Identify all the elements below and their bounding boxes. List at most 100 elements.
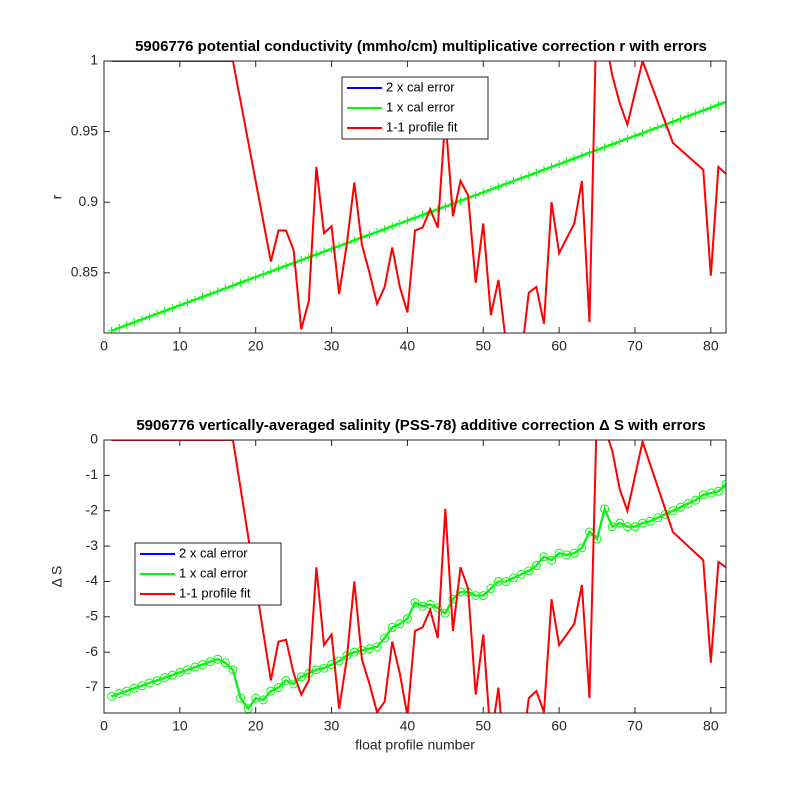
x-tick-label: 20 (248, 338, 264, 354)
marker (319, 247, 328, 256)
x-axis-label: float profile number (355, 737, 475, 753)
marker (274, 264, 283, 273)
x-tick-label: 30 (324, 338, 340, 354)
marker (122, 686, 132, 696)
marker (699, 106, 708, 115)
marker (335, 242, 344, 251)
axes-box (103, 439, 727, 714)
y-tick-label: -6 (86, 643, 99, 659)
marker (653, 513, 663, 523)
marker (191, 295, 200, 304)
marker (182, 665, 192, 675)
marker (115, 323, 124, 332)
marker (380, 633, 390, 643)
y-axis-label: r (49, 194, 65, 199)
legend-label: 1 x cal error (386, 99, 455, 114)
y-axis-label: Δ S (49, 566, 65, 588)
marker (251, 273, 260, 282)
marker (691, 495, 701, 505)
marker (531, 561, 541, 571)
series-line (111, 101, 726, 332)
y-tick-label: 0 (90, 431, 98, 447)
marker (395, 619, 405, 629)
series-line (111, 440, 726, 713)
marker (440, 608, 450, 618)
marker (517, 174, 526, 183)
marker (220, 658, 230, 668)
x-tick-label: 50 (475, 338, 491, 354)
marker (630, 131, 639, 140)
marker (403, 216, 412, 225)
legend-label: 1-1 profile fit (386, 119, 458, 134)
y-tick-label: 0.95 (71, 122, 98, 138)
marker (539, 552, 549, 562)
marker (380, 225, 389, 234)
marker (387, 622, 397, 632)
x-tick-label: 60 (551, 338, 567, 354)
marker (577, 151, 586, 160)
marker (494, 182, 503, 191)
marker (236, 693, 246, 703)
marker (418, 210, 427, 219)
legend-label: 2 x cal error (179, 545, 248, 560)
chart-title: 5906776 vertically-averaged salinity (PS… (136, 417, 705, 434)
marker (228, 665, 238, 675)
marker (653, 123, 662, 132)
marker (456, 196, 465, 205)
marker (615, 518, 625, 528)
marker (433, 205, 442, 214)
marker (570, 154, 579, 163)
marker (168, 304, 177, 313)
x-tick-label: 0 (100, 718, 108, 734)
marker (600, 504, 610, 514)
y-tick-label: -4 (86, 572, 99, 588)
y-tick-label: -5 (86, 608, 99, 624)
y-tick-label: -2 (86, 501, 99, 517)
x-tick-label: 40 (400, 338, 416, 354)
marker (167, 670, 177, 680)
series-line (111, 61, 726, 333)
marker (365, 230, 374, 239)
marker (228, 281, 237, 290)
marker (433, 603, 443, 613)
marker (706, 103, 715, 112)
marker (282, 261, 291, 270)
marker (213, 287, 222, 296)
marker (153, 309, 162, 318)
marker (183, 298, 192, 307)
legend-label: 2 x cal error (386, 79, 455, 94)
x-tick-label: 30 (324, 718, 340, 734)
marker (152, 675, 162, 685)
marker (502, 179, 511, 188)
marker (668, 506, 678, 516)
marker (388, 222, 397, 231)
legend-label: 1-1 profile fit (179, 585, 251, 600)
marker (297, 256, 306, 265)
marker (486, 185, 495, 194)
marker (273, 683, 283, 693)
marker (160, 306, 169, 315)
marker (713, 486, 723, 496)
marker (281, 675, 291, 685)
marker (721, 479, 726, 489)
marker (478, 591, 488, 601)
marker (479, 188, 488, 197)
marker (532, 168, 541, 177)
plot-area (107, 440, 726, 713)
y-tick-label: -7 (86, 678, 99, 694)
marker (607, 522, 617, 532)
legend-label: 1 x cal error (179, 565, 248, 580)
marker (175, 301, 184, 310)
marker (668, 117, 677, 126)
marker (198, 292, 207, 301)
marker (577, 543, 587, 553)
marker (722, 97, 726, 106)
marker (600, 143, 609, 152)
marker (684, 112, 693, 121)
marker (266, 686, 276, 696)
marker (630, 522, 640, 532)
marker (259, 270, 268, 279)
marker (524, 171, 533, 180)
marker (137, 315, 146, 324)
marker (645, 516, 655, 526)
